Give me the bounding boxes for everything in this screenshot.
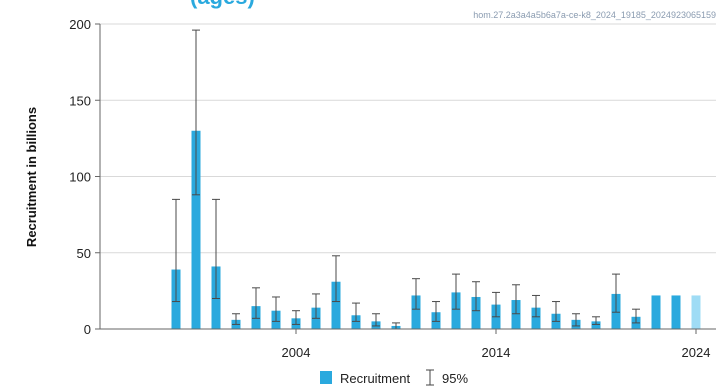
chart-title-fragment: (ages) (190, 0, 255, 9)
errorbar-2002 (252, 287, 260, 319)
errorbar-2008 (372, 313, 380, 327)
plot-stamp: hom.27.2a3a4a5b6a7a-ce-k8_2024_19185_202… (473, 10, 716, 20)
y-tick-label: 50 (77, 246, 91, 261)
y-axis-ticks: 0 50 100 150 200 (69, 17, 100, 337)
errorbar-2021 (632, 308, 640, 324)
errorbar-2012 (452, 273, 460, 310)
y-axis-label: Recruitment in billions (24, 107, 39, 247)
y-tick-label: 100 (69, 170, 91, 185)
errorbar-2010 (412, 278, 420, 310)
errorbar-2007 (352, 302, 360, 322)
bar-2007 (351, 315, 361, 329)
errorbar-2004 (292, 310, 300, 325)
errorbar-2013 (472, 281, 480, 312)
gridlines (100, 23, 716, 254)
errorbar-1998 (172, 198, 180, 303)
errorbar-2017 (552, 301, 560, 322)
errorbar-2005 (312, 293, 320, 319)
bar-2015 (511, 300, 521, 329)
y-tick-label: 150 (69, 93, 91, 108)
bar-2010 (411, 295, 421, 329)
legend: Recruitment 95% (320, 369, 468, 386)
bars (171, 130, 701, 329)
errorbar-2015 (512, 284, 520, 315)
errorbar-2020 (612, 273, 620, 313)
errorbar-2011 (432, 301, 440, 322)
bar-2013 (471, 296, 481, 329)
bar-2006 (331, 281, 341, 329)
legend-label-95: 95% (442, 371, 468, 386)
legend-label-recruitment: Recruitment (340, 371, 410, 386)
y-tick-label: 200 (69, 17, 91, 32)
bar-2012 (451, 292, 461, 329)
errorbar-2006 (332, 255, 340, 303)
bar-1999 (191, 130, 201, 329)
bar-2023 (671, 295, 681, 329)
x-tick-label: 2004 (282, 345, 311, 360)
bar-2019 (591, 321, 601, 329)
x-tick-label: 2014 (482, 345, 511, 360)
errorbar-2003 (272, 296, 280, 322)
legend-swatch-recruitment (320, 371, 332, 384)
bar-2024 (691, 295, 701, 329)
bar-2022 (651, 295, 661, 329)
bar-2016 (531, 307, 541, 329)
x-tick-label: 2024 (682, 345, 711, 360)
legend-errorbar-glyph (426, 369, 434, 386)
errorbar-2014 (492, 291, 500, 318)
errorbar-2001 (232, 313, 240, 325)
errorbar-2018 (572, 313, 580, 327)
x-axis-ticks: 2004 2014 2024 (282, 329, 711, 360)
y-tick-label: 0 (84, 322, 91, 337)
errorbar-2000 (212, 198, 220, 299)
error-bars (172, 29, 640, 330)
errorbar-1999 (192, 29, 200, 196)
errorbar-2019 (592, 316, 600, 325)
errorbar-2016 (532, 294, 540, 318)
